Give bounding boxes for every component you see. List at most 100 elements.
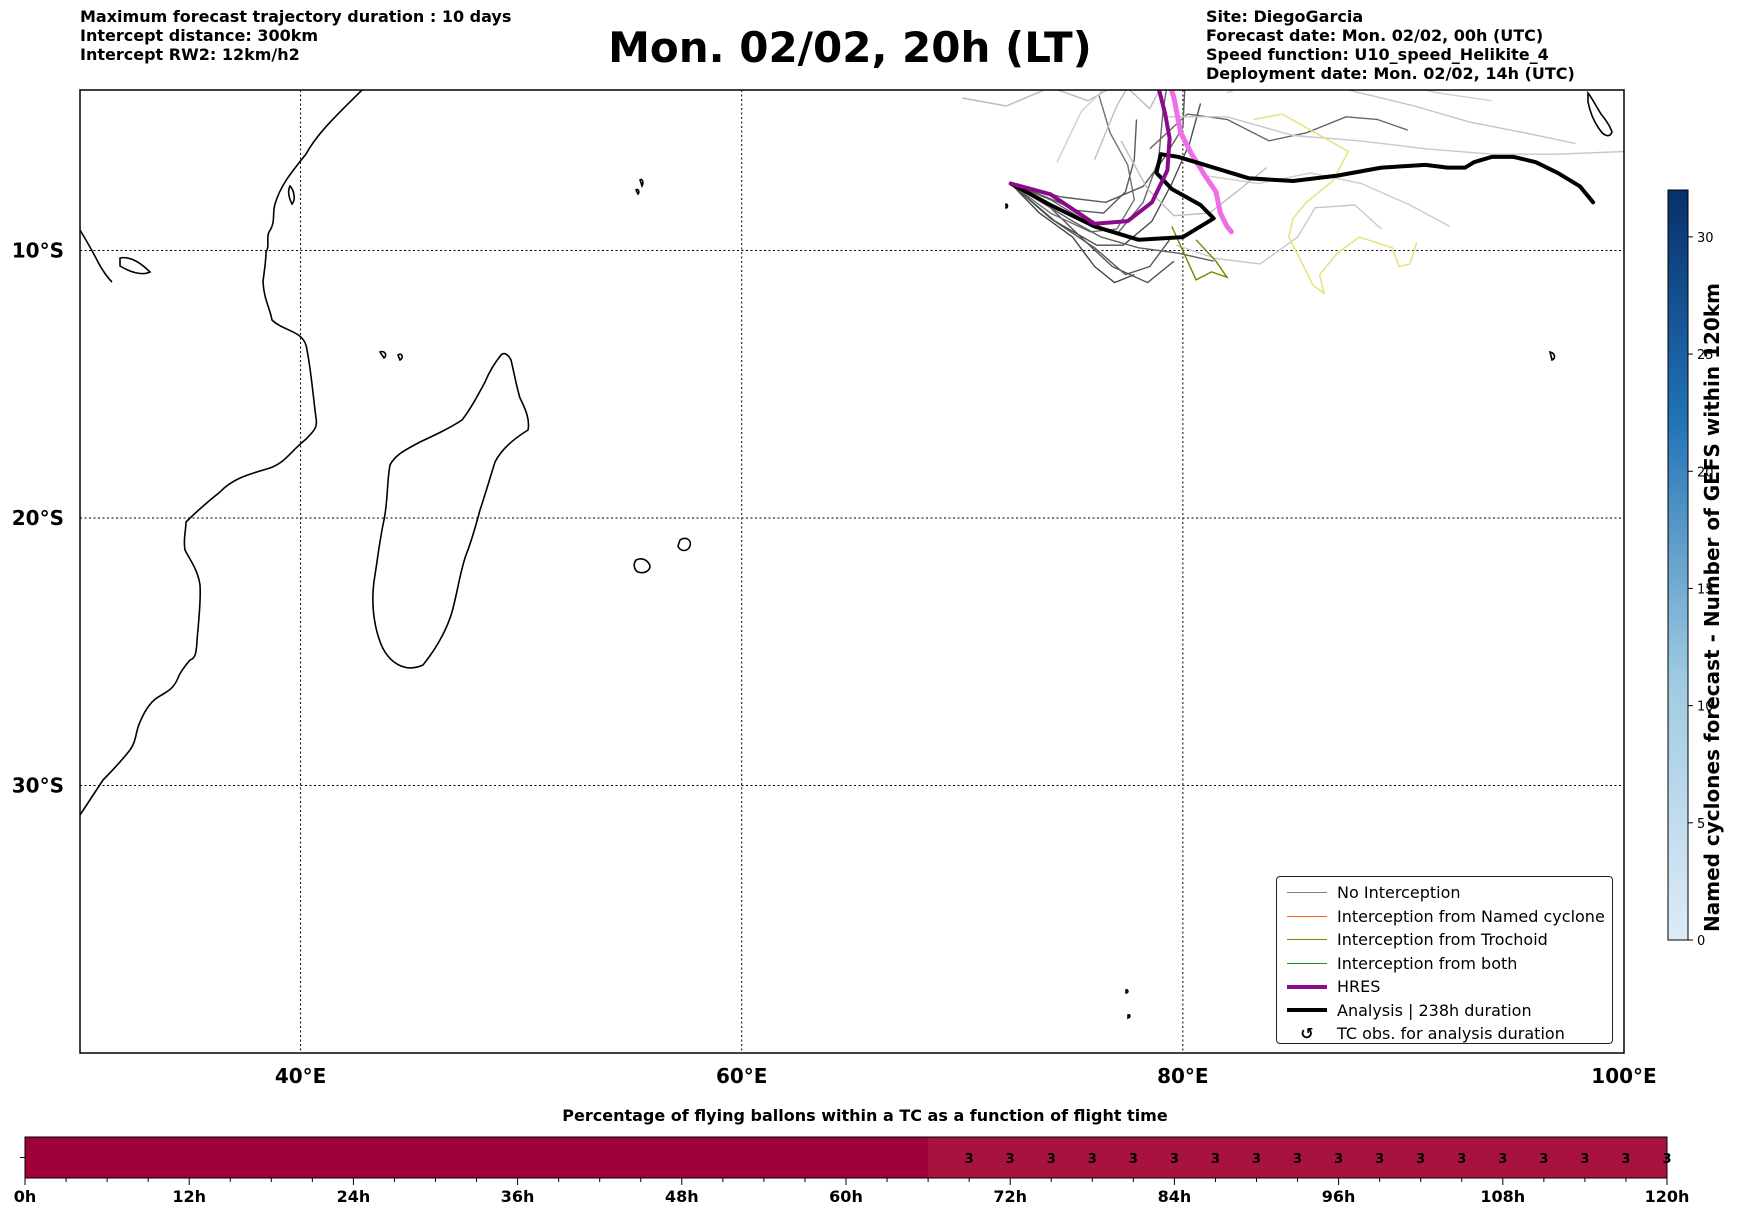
- timeline-value: 3: [1580, 1152, 1589, 1167]
- timeline-value: 3: [1293, 1152, 1302, 1167]
- lon-tick-label: 60°E: [716, 1064, 768, 1088]
- timeline-value: 3: [1088, 1152, 1097, 1167]
- gefs-trajectory: [1226, 90, 1492, 102]
- colorbar-tick-label: 20: [1697, 465, 1714, 480]
- gefs-trajectory: [1120, 140, 1268, 217]
- gefs-trajectory: [1010, 103, 1202, 246]
- legend-label: Analysis | 238h duration: [1337, 1000, 1532, 1020]
- timeline-value: 3: [1334, 1152, 1343, 1167]
- timeline-tick-label: 60h: [829, 1187, 863, 1206]
- gefs-trajectory: [1056, 90, 1104, 163]
- legend-item: Interception from Trochoid: [1285, 928, 1612, 952]
- timeline-value: 3: [965, 1152, 974, 1167]
- tc-obs-icon: ↺: [1300, 1024, 1314, 1044]
- header-right-info: Site: DiegoGarcia Forecast date: Mon. 02…: [1206, 7, 1575, 83]
- legend-item: HRES: [1285, 975, 1612, 999]
- timeline-value: 3: [1047, 1152, 1056, 1167]
- deployment-date-text: Deployment date: Mon. 02/02, 14h (UTC): [1206, 64, 1575, 83]
- lon-labels: 40°E 60°E 80°E 100°E: [275, 1064, 1657, 1088]
- coastlines: [80, 90, 1613, 1020]
- timeline-title: Percentage of flying ballons within a TC…: [562, 1106, 1168, 1125]
- trajectory-pink: [1168, 90, 1234, 235]
- timeline-tick-label: 12h: [172, 1187, 206, 1206]
- legend-label: Interception from Trochoid: [1337, 930, 1548, 950]
- legend-swatch: [1285, 887, 1329, 899]
- timeline-tick-label: 48h: [665, 1187, 699, 1206]
- island-comoros: [378, 350, 403, 362]
- legend-item: No Interception: [1285, 881, 1612, 905]
- timeline-tick-label: 72h: [993, 1187, 1027, 1206]
- colorbar-tick-label: 15: [1697, 582, 1714, 597]
- forecast-date-text: Forecast date: Mon. 02/02, 00h (UTC): [1206, 26, 1544, 45]
- timeline-value: 3: [1498, 1152, 1507, 1167]
- colorbar-ticks: 0 5 10 15 20 25 30: [1688, 231, 1714, 949]
- legend-swatch: [1285, 910, 1329, 922]
- site-text: Site: DiegoGarcia: [1206, 7, 1364, 26]
- gefs-trajectory: [1167, 116, 1624, 155]
- gefs-trajectory: [1149, 113, 1409, 150]
- legend: No Interception Interception from Named c…: [1276, 876, 1613, 1044]
- gefs-trajectory: [1345, 90, 1576, 145]
- lon-tick-label: 100°E: [1591, 1064, 1656, 1088]
- legend-item: Interception from Named cyclone: [1285, 905, 1612, 929]
- legend-item: ↺ TC obs. for analysis duration: [1285, 1022, 1612, 1046]
- island-socotra-area: [119, 256, 152, 275]
- gefs-trajectory: [1010, 95, 1136, 233]
- lat-tick-label: 30°S: [12, 774, 64, 798]
- timeline-tick-label: 36h: [501, 1187, 535, 1206]
- speed-function-text: Speed function: U10_speed_Helikite_4: [1206, 45, 1549, 64]
- legend-label: No Interception: [1337, 883, 1461, 903]
- timeline-tick-label: 108h: [1480, 1187, 1525, 1206]
- intercept-rw2-text: Intercept RW2: 12km/h2: [80, 45, 300, 64]
- timeline-tick-label: 120h: [1645, 1187, 1690, 1206]
- timeline-value: 3: [1416, 1152, 1425, 1167]
- island-reef: [1548, 350, 1556, 362]
- timeline-tc-segment: [928, 1137, 1667, 1178]
- lon-tick-label: 40°E: [275, 1064, 327, 1088]
- timeline-bar: 3 3 3 3 3 3 3 3 3 3 3 3 3 3 3 3 3 3 0h 12h 24h 36h 48h 60h 72h 84…: [14, 1136, 1690, 1206]
- island-sri-lanka: [1587, 90, 1613, 137]
- legend-label: Interception from Named cyclone: [1337, 906, 1605, 926]
- island-zanzibar: [287, 184, 295, 206]
- header-left-info: Maximum forecast trajectory duration : 1…: [80, 7, 511, 64]
- island-seychelles: [635, 178, 644, 196]
- timeline-value: 3: [1621, 1152, 1630, 1167]
- trajectory-trochoid: [1171, 226, 1229, 281]
- colorbar-tick-label: 25: [1697, 348, 1714, 363]
- timeline-value: 3: [1006, 1152, 1015, 1167]
- legend-swatch: [1285, 981, 1329, 993]
- gefs-trajectory: [1093, 90, 1127, 160]
- gefs-trajectory: [1010, 119, 1138, 214]
- trajectory-yellow: [1253, 113, 1418, 295]
- lon-tick-label: 80°E: [1157, 1064, 1209, 1088]
- island-kerguelen-area: [1125, 989, 1131, 1020]
- colorbar-tick-label: 5: [1697, 817, 1705, 832]
- page-title: Mon. 02/02, 20h (LT): [608, 23, 1092, 72]
- analysis-trajectory: [1008, 152, 1596, 242]
- colorbar-tick-label: 30: [1697, 231, 1714, 246]
- coastline-africa: [80, 90, 363, 816]
- legend-swatch: [1285, 957, 1329, 969]
- lat-labels: 10°S 20°S 30°S: [12, 239, 64, 798]
- coastline-arabia-tip: [80, 229, 113, 283]
- timeline-tick-label: 84h: [1158, 1187, 1192, 1206]
- colorbar-tick-label: 10: [1697, 700, 1714, 715]
- timeline-tick-label: 0h: [14, 1187, 37, 1206]
- legend-label: Interception from both: [1337, 953, 1518, 973]
- timeline-tick-label: 96h: [1322, 1187, 1356, 1206]
- timeline-value: 3: [1457, 1152, 1466, 1167]
- max-duration-text: Maximum forecast trajectory duration : 1…: [80, 7, 512, 26]
- coastline-madagascar: [372, 352, 530, 669]
- timeline-value: 3: [1211, 1152, 1220, 1167]
- hres-trajectory: [1008, 90, 1172, 226]
- island-reunion: [677, 537, 692, 552]
- gefs-trajectory: [962, 90, 1161, 110]
- lat-tick-label: 10°S: [12, 239, 64, 263]
- legend-label: TC obs. for analysis duration: [1337, 1024, 1565, 1044]
- colorbar-bar: [1667, 189, 1689, 941]
- intercept-distance-text: Intercept distance: 300km: [80, 26, 319, 45]
- legend-item: Analysis | 238h duration: [1285, 999, 1612, 1023]
- gridlines: [80, 90, 1624, 1053]
- timeline-tick-label: 24h: [337, 1187, 371, 1206]
- timeline-value: 3: [1662, 1152, 1671, 1167]
